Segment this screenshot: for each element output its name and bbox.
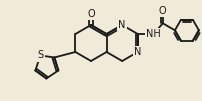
Text: N: N [119, 20, 126, 30]
Text: S: S [37, 50, 43, 60]
Text: O: O [87, 9, 95, 19]
Text: O: O [159, 6, 167, 16]
Text: N: N [134, 47, 141, 57]
Text: NH: NH [146, 29, 161, 39]
